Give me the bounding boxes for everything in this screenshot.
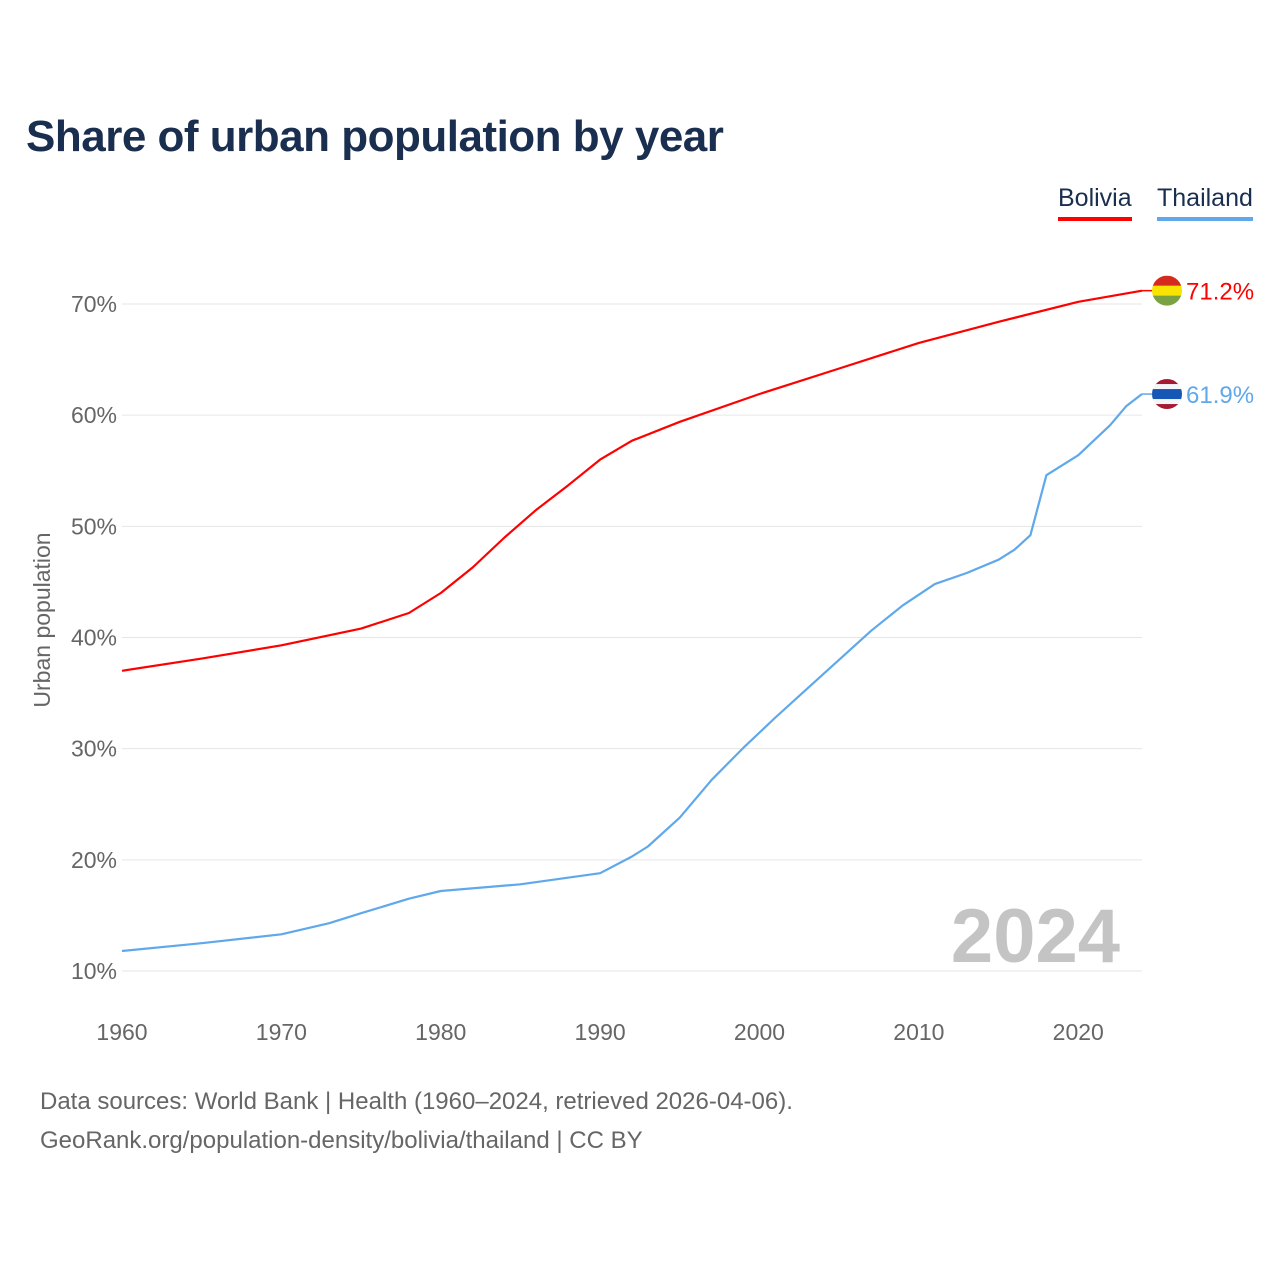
y-axis-label: Urban population (29, 532, 55, 707)
legend-item-bolivia[interactable]: Bolivia (1058, 184, 1132, 221)
x-tick-label: 2000 (734, 1019, 785, 1045)
flag-stripe (1152, 295, 1182, 306)
flag-stripe (1152, 404, 1182, 410)
flag-icon-bolivia (1152, 275, 1182, 306)
x-tick-label: 1990 (575, 1019, 626, 1045)
footer-credit: GeoRank.org/population-density/bolivia/t… (40, 1127, 643, 1154)
y-tick-label: 20% (71, 847, 117, 873)
flag-stripe (1152, 275, 1182, 287)
footer-sources: Data sources: World Bank | Health (1960–… (40, 1088, 793, 1115)
x-tick-label: 2010 (893, 1019, 944, 1045)
x-tick-label: 1970 (256, 1019, 307, 1045)
y-tick-label: 40% (71, 625, 117, 651)
x-tick-label: 2020 (1053, 1019, 1104, 1045)
y-tick-label: 50% (71, 513, 117, 539)
end-value-label: 71.2% (1186, 279, 1254, 306)
y-tick-label: 70% (71, 291, 117, 317)
chart-title: Share of urban population by year (26, 112, 724, 161)
flag-stripe (1152, 285, 1182, 297)
year-watermark: 2024 (951, 894, 1120, 979)
end-value-label: 61.9% (1186, 382, 1254, 409)
series-line-bolivia (121, 289, 1143, 672)
flag-stripe (1152, 379, 1182, 385)
flag-stripe (1152, 389, 1182, 400)
flag-icon-thailand (1152, 379, 1182, 410)
series-line-thailand (121, 393, 1143, 953)
y-tick-label: 30% (71, 736, 117, 762)
x-tick-label: 1960 (96, 1019, 147, 1045)
y-tick-label: 60% (71, 402, 117, 428)
flag-stripe (1152, 399, 1182, 405)
x-tick-label: 1980 (415, 1019, 466, 1045)
flag-stripe (1152, 384, 1182, 390)
y-tick-label: 10% (71, 958, 117, 984)
legend-item-thailand[interactable]: Thailand (1157, 184, 1253, 221)
